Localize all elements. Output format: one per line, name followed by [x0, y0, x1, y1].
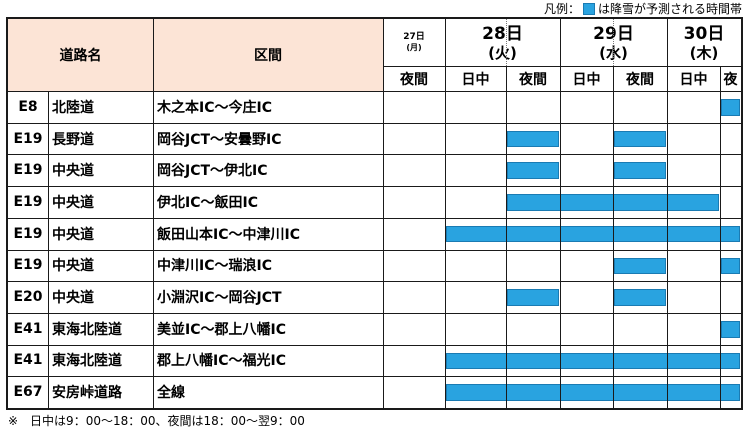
row-road: 北陸道: [52, 99, 94, 116]
snow-bar: [721, 320, 740, 338]
header-period: 日中: [461, 71, 490, 88]
grid-hline: [8, 186, 741, 188]
header-period: 夜間: [519, 71, 547, 88]
header-period: 日中: [679, 71, 708, 88]
snow-bar: [614, 289, 666, 306]
row-road: 中央道: [52, 194, 94, 211]
snow-bar: [721, 99, 740, 116]
day-date: 28日: [482, 23, 523, 44]
legend-prefix: 凡例：: [543, 2, 580, 16]
snow-bar: [446, 225, 740, 243]
day-date: 27日: [403, 32, 425, 42]
snow-bar: [507, 162, 559, 180]
grid-vline: [560, 19, 561, 408]
grid-hline: [8, 91, 741, 92]
snow-bar: [721, 257, 740, 275]
row-code: E19: [13, 130, 43, 147]
header-day-4: 30日 (木): [667, 19, 741, 66]
header-period: 夜間: [626, 71, 654, 88]
row-code: E41: [13, 320, 43, 337]
header-period: 夜間: [400, 71, 428, 88]
legend-swatch: [582, 3, 595, 15]
day-weekday: (火): [488, 43, 517, 62]
header-period: 夜: [723, 71, 738, 88]
header-day-2: 28日 (火): [445, 19, 560, 66]
row-code: E67: [13, 384, 43, 401]
header-section: 区間: [254, 48, 282, 64]
grid-hline: [8, 312, 741, 314]
grid-vline: [720, 66, 721, 408]
snow-bar: [446, 352, 740, 370]
row-section: 岡谷JCT～伊北IC: [157, 163, 268, 180]
row-section: 木之本IC～今庄IC: [157, 99, 272, 116]
grid-hline: [8, 281, 741, 283]
row-road: 東海北陸道: [52, 321, 122, 338]
row-code: E8: [18, 98, 38, 115]
row-section: 全線: [157, 385, 185, 402]
row-road: 中央道: [52, 258, 94, 275]
grid-hline: [383, 66, 741, 67]
row-section: 飯田山本IC～中津川IC: [157, 226, 300, 243]
grid-vline: [506, 66, 507, 408]
grid-hline: [8, 344, 741, 346]
grid-hline: [8, 249, 741, 251]
header-period: 日中: [572, 71, 601, 88]
grid-vline-dotted: [506, 19, 507, 66]
snow-bar: [446, 384, 740, 401]
snow-forecast-table: 道路名 区間 27日 (月) 28日 (火) 29日 (水) 30日 (木) 夜間 日中 夜間 日中 夜間日…: [6, 17, 743, 410]
row-code: E19: [13, 257, 43, 274]
grid-vline-dotted: [613, 19, 614, 66]
grid-vline: [445, 19, 446, 408]
row-code: E19: [13, 162, 43, 179]
grid-hline: [8, 217, 741, 219]
row-code: E19: [13, 193, 43, 210]
row-code: E19: [13, 225, 43, 242]
row-road: 中央道: [52, 163, 94, 180]
header-background: [8, 19, 383, 91]
row-section: 岡谷JCT～安曇野IC: [157, 131, 282, 148]
row-code: E41: [13, 352, 43, 369]
footnote: ※ 日中は9：00～18：00、夜間は18：00～翌9：00: [8, 414, 305, 428]
row-road: 中央道: [52, 290, 94, 307]
row-section: 美並IC～郡上八幡IC: [157, 321, 286, 338]
row-section: 伊北IC～飯田IC: [157, 194, 258, 211]
snow-bar: [614, 162, 666, 180]
row-section: 郡上八幡IC～福光IC: [157, 353, 286, 370]
grid-vline: [153, 19, 154, 408]
legend: 凡例： は降雪が予測される時間帯: [544, 2, 742, 16]
row-road: 安房峠道路: [52, 385, 122, 402]
day-weekday: (月): [406, 43, 422, 52]
row-road: 東海北陸道: [52, 353, 122, 370]
row-road: 中央道: [52, 226, 94, 243]
snow-bar: [507, 130, 559, 148]
grid-vline: [383, 19, 384, 408]
day-weekday: (木): [689, 43, 719, 62]
day-date: 30日: [683, 23, 725, 44]
row-section: 小淵沢IC～岡谷JCT: [157, 290, 282, 307]
grid-hline: [8, 376, 741, 378]
row-section: 中津川IC～瑞浪IC: [157, 258, 272, 275]
snow-bar: [614, 130, 666, 148]
grid-vline: [613, 66, 614, 408]
grid-hline: [8, 122, 741, 124]
header-day-1: 27日 (月): [383, 19, 445, 66]
grid-vline: [667, 19, 668, 408]
legend-text: は降雪が予測される時間帯: [597, 2, 742, 16]
row-code: E20: [13, 289, 43, 306]
header-road-name: 道路名: [59, 48, 102, 64]
snow-bar: [507, 289, 559, 306]
snow-bar: [614, 257, 666, 275]
grid-hline: [8, 154, 741, 156]
row-road: 長野道: [52, 131, 94, 148]
